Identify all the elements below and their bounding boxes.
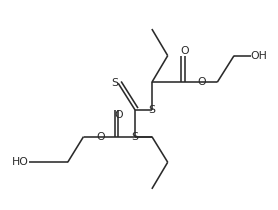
Text: S: S (148, 105, 155, 115)
Text: O: O (96, 132, 105, 142)
Text: O: O (180, 46, 189, 56)
Text: OH: OH (251, 51, 268, 61)
Text: O: O (197, 77, 206, 87)
Text: HO: HO (12, 157, 29, 167)
Text: S: S (131, 132, 138, 142)
Text: O: O (114, 110, 123, 120)
Text: S: S (111, 78, 118, 88)
